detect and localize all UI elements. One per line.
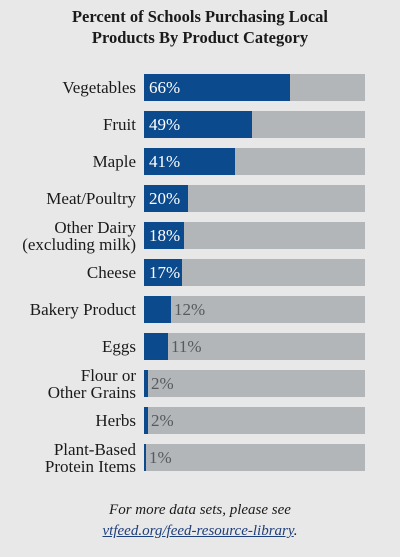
category-label-line: Eggs — [102, 337, 136, 356]
bar-track: 2% — [144, 370, 365, 397]
category-label: Other Dairy (excluding milk) — [22, 218, 136, 253]
chart-title-line-1: Percent of Schools Purchasing Local — [71, 7, 329, 26]
category-label: Cheese — [87, 255, 136, 290]
category-label-line: Other Grains — [47, 382, 136, 402]
bar — [144, 333, 168, 360]
bar — [144, 74, 290, 101]
bar-track: 41% — [144, 148, 365, 175]
category-label-line: Meat/Poultry — [46, 189, 136, 208]
bar-track: 1% — [144, 444, 365, 471]
value-label: 1% — [149, 448, 172, 467]
bar-track: 17% — [144, 259, 365, 286]
bar — [144, 111, 252, 138]
bar — [144, 185, 188, 212]
value-label: 11% — [171, 337, 202, 356]
category-label: Flour or Other Grains — [48, 366, 136, 401]
bar — [144, 296, 171, 323]
value-label: 49% — [149, 115, 181, 134]
category-label-line: Bakery Product — [29, 300, 136, 319]
footer-link-line: vtfeed.org/feed-resource-library. — [0, 521, 400, 542]
category-label-line: Protein Items — [44, 456, 136, 476]
category-label: Vegetables — [62, 70, 136, 105]
category-label-line: Fruit — [102, 115, 136, 134]
chart-title-line-2: Products By Product Category — [91, 28, 309, 47]
category-label-line: (excluding milk) — [22, 234, 136, 254]
bar-track: 18% — [144, 222, 365, 249]
bar-track: 11% — [144, 333, 365, 360]
bar — [144, 222, 184, 249]
value-label: 12% — [174, 300, 206, 319]
bar — [144, 370, 148, 397]
category-label: Bakery Product — [30, 292, 136, 327]
footer-note: For more data sets, please see vtfeed.or… — [0, 500, 400, 542]
category-label-line: Plant-Based — [53, 439, 136, 459]
bar — [144, 444, 146, 471]
resource-library-link[interactable]: vtfeed.org/feed-resource-library — [102, 523, 294, 539]
category-label: Meat/Poultry — [46, 181, 136, 216]
category-label: Plant-Based Protein Items — [45, 440, 136, 475]
bar-track: 66% — [144, 74, 365, 101]
footer-text: For more data sets, please see — [109, 502, 291, 518]
value-label: 18% — [149, 226, 181, 245]
category-label-line: Maple — [92, 152, 136, 171]
bar — [144, 407, 148, 434]
category-label-line: Flour or — [80, 365, 136, 385]
bar — [144, 259, 182, 286]
category-label: Herbs — [95, 403, 136, 438]
bar-track: 2% — [144, 407, 365, 434]
bar-track: 12% — [144, 296, 365, 323]
category-label: Fruit — [103, 107, 136, 142]
value-label: 66% — [149, 78, 181, 97]
value-label: 17% — [149, 263, 181, 282]
bar-track: 49% — [144, 111, 365, 138]
category-label-line: Other Dairy — [54, 217, 136, 237]
value-label: 2% — [151, 374, 174, 393]
category-label: Maple — [93, 144, 136, 179]
value-label: 20% — [149, 189, 181, 208]
category-label: Eggs — [102, 329, 136, 364]
value-label: 2% — [151, 411, 174, 430]
bar — [144, 148, 235, 175]
footer-suffix: . — [293, 523, 298, 539]
category-label-line: Vegetables — [62, 78, 136, 97]
value-label: 41% — [149, 152, 181, 171]
bar-track: 20% — [144, 185, 365, 212]
category-label-line: Cheese — [86, 263, 136, 282]
chart-title: Percent of Schools Purchasing Local Prod… — [0, 6, 400, 48]
category-label-line: Herbs — [95, 411, 136, 430]
